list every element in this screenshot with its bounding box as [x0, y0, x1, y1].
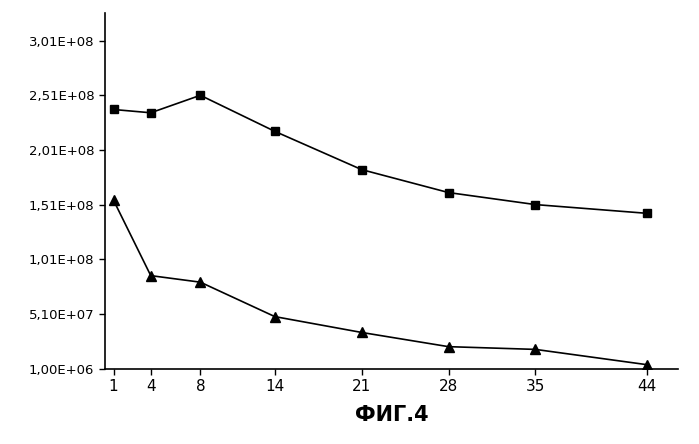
X-axis label: ФИГ.4: ФИГ.4	[354, 405, 428, 425]
